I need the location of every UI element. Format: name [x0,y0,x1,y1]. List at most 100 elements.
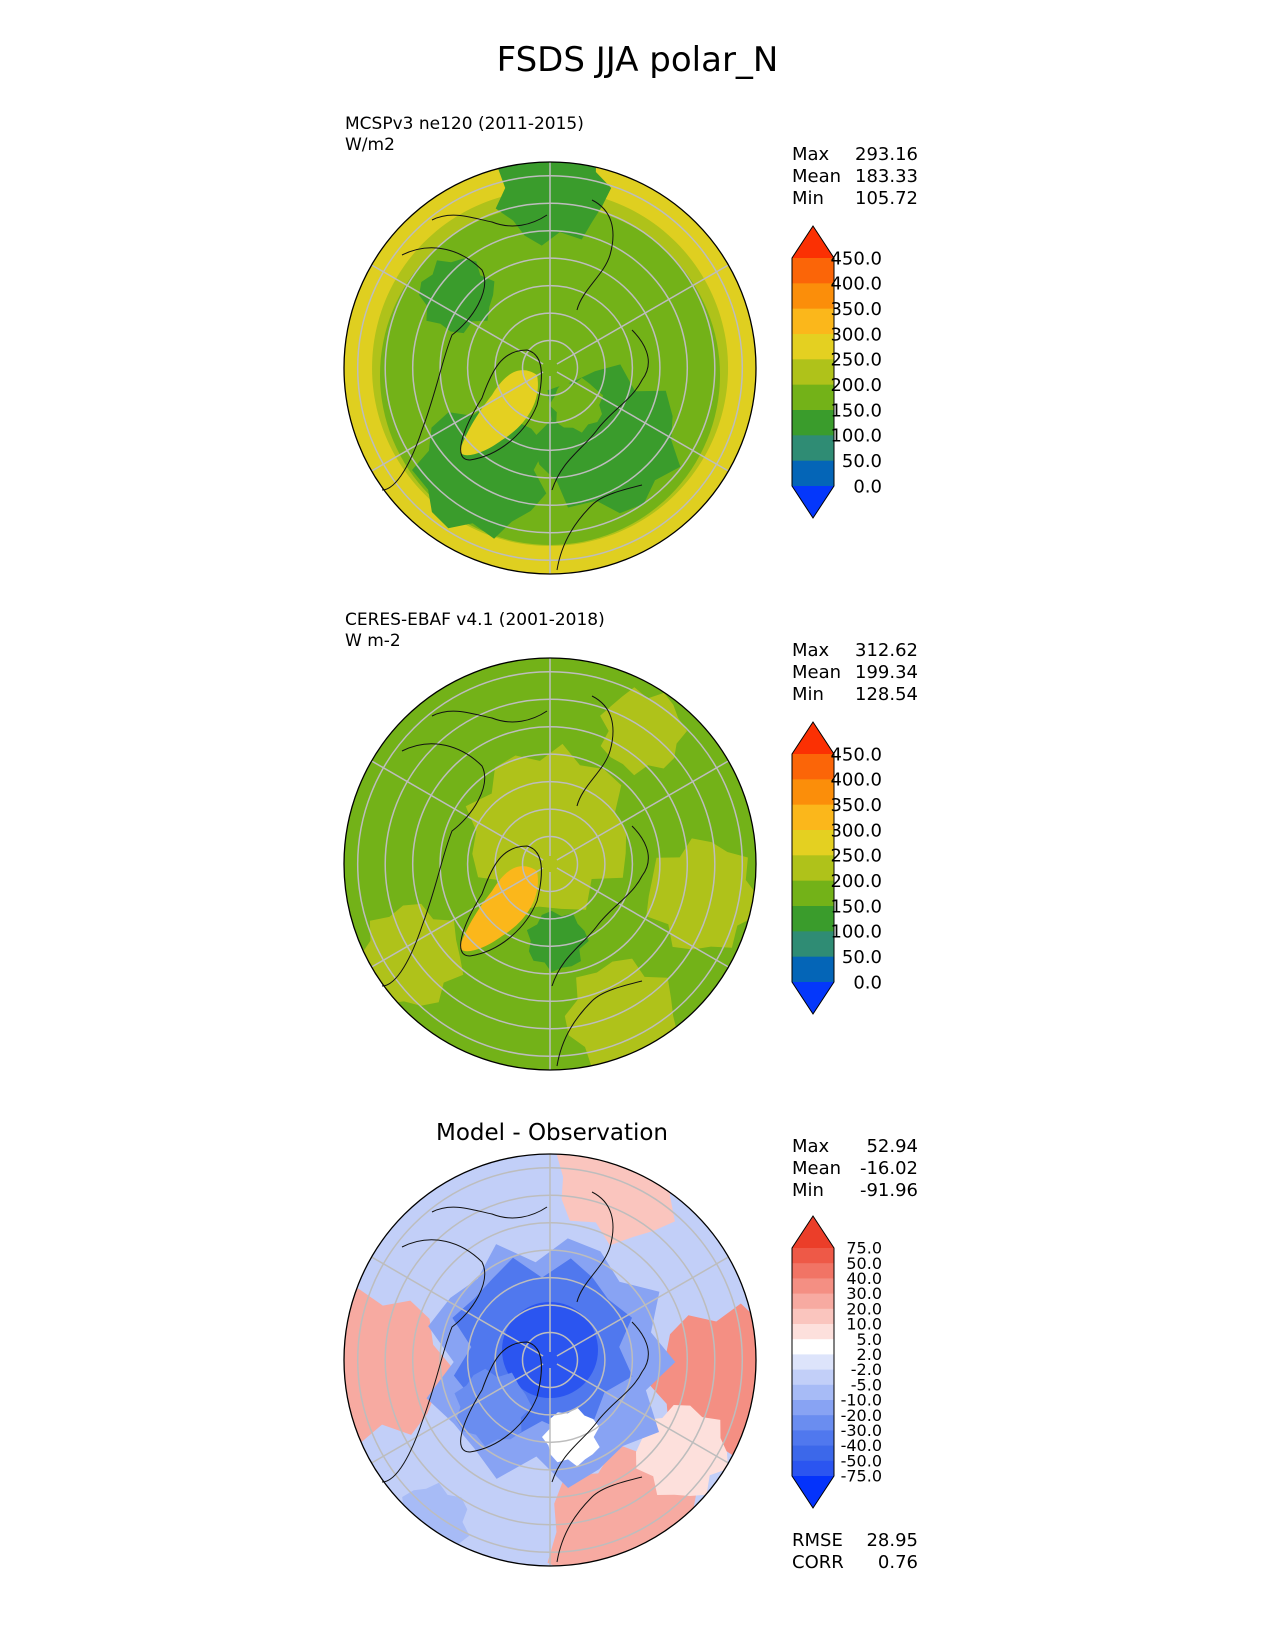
colorbar-bin [792,804,834,831]
colorbar-tick-label: 200.0 [830,375,882,396]
panel2-colorbar: 0.0 50.0 100.0 150.0 200.0 250.0 300.0 350.0 400… [791,721,882,1015]
colorbar-tick-label: 300.0 [830,324,882,345]
colorbar-tick-label: -5.0 [851,1375,882,1394]
graticule [356,1154,744,1566]
colorbar-bin [792,1278,834,1295]
panel2-stat-mean: Mean 199.34 [792,662,918,684]
colorbar-bin [792,258,834,284]
stat-value: 105.72 [855,188,918,209]
panel1-colorbar: 0.0 50.0 100.0 150.0 200.0 250.0 300.0 350.0 400… [791,225,882,519]
colorbar-bin [792,283,834,310]
colorbar-tick-label: 5.0 [857,1330,882,1349]
figure-title: FSDS JJA polar_N [496,40,779,80]
panel3-stat-min: Min -91.96 [792,1180,918,1202]
panel1-stat-mean: Mean 183.33 [792,166,918,188]
metric-value: 0.76 [877,1552,918,1573]
colorbar-bin [792,1384,834,1401]
metric-value: 28.95 [866,1530,918,1551]
colorbar-tick-label: 400.0 [830,274,882,295]
colorbar-tick-label: 50.0 [842,451,882,472]
stat-value: 183.33 [855,166,918,187]
panel3-stats: Max 52.94 Mean -16.02 Min -91.96 [792,1136,918,1202]
colorbar-bin [792,931,834,958]
colorbar-extend-min [792,486,834,518]
colorbar-bin [792,334,834,360]
colorbar-tick-label: 300.0 [830,820,882,841]
panel3-polar-map [343,1153,757,1567]
panel2-stat-min: Min 128.54 [792,684,918,706]
colorbar-tick-label: 40.0 [846,1269,882,1288]
colorbar-bin [792,1460,834,1477]
colorbar-tick-label: 250.0 [830,350,882,371]
colorbar-tick-label: 150.0 [830,896,882,917]
colorbar-bin [792,1354,834,1371]
colorbar-extend-min [792,982,834,1014]
metric-rmse: RMSE 28.95 [792,1530,918,1552]
panel1-units: W/m2 [345,135,395,155]
stat-label: Min [792,684,824,705]
panel1-title: MCSPv3 ne120 (2011-2015) W/m2 [345,114,584,156]
colorbar-tick-label: 0.0 [853,476,882,497]
colorbar-bin [792,1293,834,1310]
colorbar-outline [791,225,835,519]
colorbar-tick-label: 50.0 [842,947,882,968]
map-boundary [343,657,757,1071]
colorbar-bin [792,308,834,335]
colorbar-bin [792,880,834,907]
colorbar-tick-label: 50.0 [846,1254,882,1273]
colorbar-bin [792,956,834,983]
metric-label: CORR [792,1552,844,1573]
panel2-polar-map [343,657,757,1071]
colorbar-extend-max [792,722,834,754]
colorbar-tick-label: 75.0 [846,1239,882,1258]
stat-label: Mean [792,1158,842,1179]
coastlines [381,695,649,1067]
colorbar-tick-label: 400.0 [830,770,882,791]
panel2-units: W m-2 [345,631,401,651]
colorbar-bin [792,1339,834,1355]
colorbar-extend-min [792,1476,834,1508]
colorbar-bin [792,1308,834,1325]
stat-label: Max [792,144,830,165]
panel1-polar-map [343,161,757,575]
colorbar-tick-label: -20.0 [841,1406,882,1425]
colorbar-bins [792,226,834,518]
colorbar-tick-label: 450.0 [830,744,882,765]
stat-label: Mean [792,662,842,683]
colorbar-bin [792,410,834,436]
panel3-stat-mean: Mean -16.02 [792,1158,918,1180]
colorbar-bin [792,855,834,882]
colorbar-tick-label: 350.0 [830,795,882,816]
colorbar-tick-label: 0.0 [853,972,882,993]
colorbar-tick-label: 450.0 [830,248,882,269]
colorbar-bin [792,1263,834,1279]
colorbar-bin [792,906,834,932]
stat-label: Min [792,1180,824,1201]
panel1-stat-min: Min 105.72 [792,188,918,210]
coastlines [381,1191,649,1563]
panel2-title: CERES-EBAF v4.1 (2001-2018) W m-2 [345,610,605,652]
map-boundary [343,161,757,575]
colorbar-bin [792,1324,834,1340]
colorbar-tick-label: 350.0 [830,299,882,320]
panel2-stats: Max 312.62 Mean 199.34 Min 128.54 [792,640,918,706]
colorbar-tick-label: -2.0 [851,1360,882,1379]
stat-value: -91.96 [859,1180,918,1201]
panel1-stat-max: Max 293.16 [792,144,918,166]
colorbar-tick-label: 2.0 [857,1345,882,1364]
colorbar-tick-label: 250.0 [830,846,882,867]
colorbar-tick-label: 30.0 [846,1284,882,1303]
colorbar-tick-label: 10.0 [846,1315,882,1334]
panel3-title: Model - Observation [435,1120,669,1146]
colorbar-tick-label: 150.0 [830,400,882,421]
stat-value: -16.02 [859,1158,918,1179]
stat-value: 293.16 [855,144,918,165]
colorbar-bin [792,1248,834,1264]
colorbar-tick-label: -40.0 [841,1436,882,1455]
colorbar-tick-label: 100.0 [830,426,882,447]
panel3-metrics: RMSE 28.95 CORR 0.76 [792,1530,918,1574]
panel3-stat-max: Max 52.94 [792,1136,918,1158]
panel2-name: CERES-EBAF v4.1 (2001-2018) [345,610,605,630]
colorbar-bin [792,1369,834,1386]
stat-value: 199.34 [855,662,918,683]
